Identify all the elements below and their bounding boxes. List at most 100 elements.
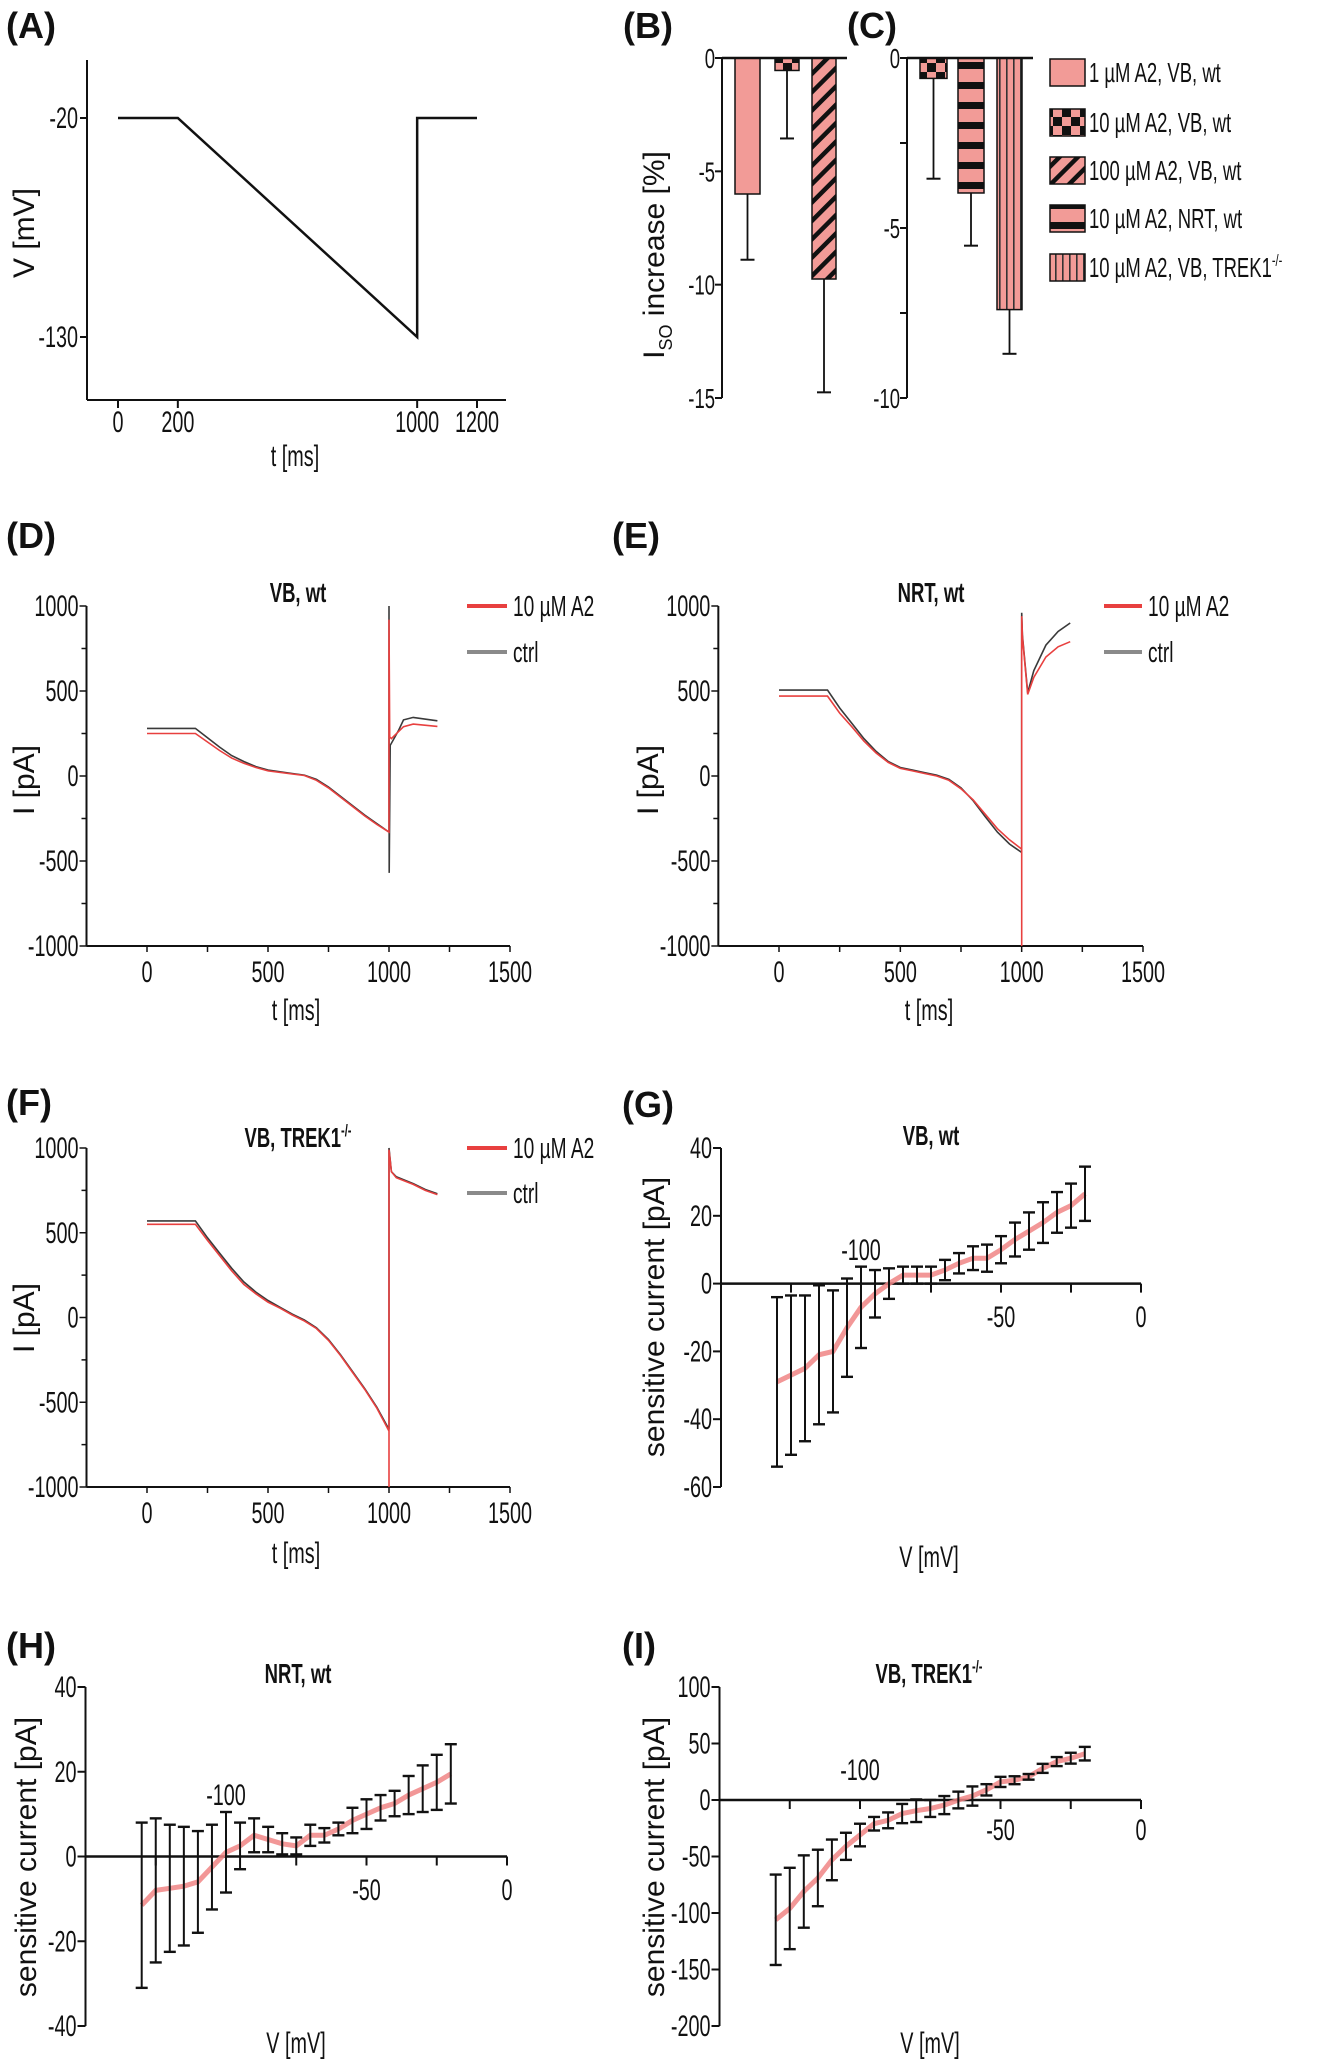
error-bar (205, 1823, 218, 1911)
y-tick-label: 100 (678, 1671, 711, 1704)
error-bar (839, 1831, 852, 1862)
error-bar (220, 1810, 232, 1894)
error-bar (304, 1823, 317, 1848)
x-tick-label: 200 (161, 406, 194, 439)
error-bar (135, 1821, 148, 1990)
error-bar (1079, 1165, 1091, 1223)
text-part: VB, TREK1 (876, 1658, 973, 1689)
panel-label: (C) (847, 5, 897, 46)
error-bar (1065, 1182, 1077, 1229)
x-tick-label: 0 (1136, 1301, 1147, 1334)
panel-h-iv-curve: (H) 40 20 0 -20 -40 -100 -50 0 NRT, wt V [mV] sensi… (6, 1625, 513, 2060)
trace-a2 (779, 616, 1071, 946)
error-bar (825, 1838, 838, 1882)
x-tick-label: -50 (986, 1814, 1015, 1847)
text-part: increase [%] (638, 151, 671, 324)
text-part: 100 µM A2, VB, wt (1089, 155, 1242, 186)
y-axis-label: I [pA] (8, 1283, 41, 1353)
error-bar (952, 1790, 965, 1810)
y-tick-label: 20 (55, 1756, 77, 1789)
error-bar (149, 1817, 162, 1964)
legend-label: 10 µM A2 (513, 1133, 594, 1165)
y-tick-label: -500 (671, 845, 711, 878)
text-part: VB, TREK1 (245, 1122, 342, 1153)
legend-item: ctrl (467, 637, 539, 669)
trace-ctrl (779, 612, 1071, 855)
x-tick-label: 1200 (455, 406, 499, 439)
x-tick-label: 1000 (1000, 956, 1044, 989)
error-bar (163, 1823, 176, 1954)
panel-label: (F) (6, 1082, 52, 1123)
x-tick-label: 500 (884, 956, 917, 989)
legend-item: 10 µM A2 (467, 591, 594, 623)
error-bar (1051, 1190, 1063, 1234)
error-bar (783, 1866, 796, 1951)
x-tick-label: -100 (840, 1754, 880, 1787)
y-tick-label: -500 (39, 845, 79, 878)
y-tick-label: -1000 (28, 1471, 79, 1504)
y-axis-label: I [pA] (632, 745, 665, 815)
error-bar (444, 1743, 457, 1805)
y-tick-label: -200 (671, 2010, 711, 2043)
legend-swatch-horizontal (1049, 204, 1086, 233)
panel-label: (G) (622, 1084, 674, 1125)
error-bar (276, 1831, 289, 1856)
error-bar (855, 1265, 867, 1350)
legend-item: ctrl (1104, 637, 1174, 669)
y-tick-label: 50 (689, 1728, 711, 1761)
panel-label: (B) (623, 5, 673, 46)
x-tick-label: 0 (113, 406, 124, 439)
x-tick-label: 0 (1136, 1814, 1147, 1847)
y-tick-label: -40 (683, 1403, 712, 1436)
y-tick-label: 0 (890, 43, 900, 74)
x-tick-label: 0 (502, 1874, 513, 1907)
panel-b-bar-chart: (B) 0 -5 -10 -15 ISO increase [%] (623, 5, 847, 414)
legend-swatch-vertical (1049, 253, 1086, 282)
error-bar (402, 1774, 415, 1816)
y-tick-label: 1000 (34, 590, 78, 623)
superscript: -/- (1272, 251, 1282, 270)
error-bar (925, 1265, 937, 1285)
error-bar (882, 1811, 895, 1830)
y-tick-label: 0 (68, 760, 79, 793)
chart-title: NRT, wt (898, 577, 965, 608)
legend-item: ctrl (467, 1178, 539, 1210)
error-bar (966, 1785, 979, 1807)
error-bar (1023, 1211, 1035, 1251)
error-bar (771, 1295, 783, 1468)
error-bar (797, 1854, 810, 1929)
legend-label: 1 µM A2, VB, wt (1089, 57, 1221, 88)
y-tick-label: 1000 (34, 1132, 78, 1165)
error-bar (967, 1245, 979, 1272)
error-bar (769, 1873, 782, 1967)
y-axis-label: V [mV] (8, 188, 41, 278)
legend-label: ctrl (1148, 637, 1174, 669)
text-part: VB, wt (270, 577, 327, 608)
superscript: -/- (341, 1121, 351, 1140)
text-part: 10 µM A2, VB, wt (1089, 107, 1231, 138)
panel-a-voltage-protocol: (A) -20 -130 0 200 1000 1200 t [ms] V [mV] (6, 5, 506, 473)
error-bar (854, 1822, 866, 1848)
x-axis-label: V [mV] (899, 1541, 958, 1574)
y-tick-label: -150 (671, 1954, 711, 1987)
chart-title: VB, TREK1-/- (876, 1657, 983, 1689)
y-tick-label: 0 (699, 760, 710, 793)
x-tick-label: -50 (987, 1301, 1016, 1334)
legend-item: 10 µM A2, VB, wt (1049, 107, 1231, 138)
legend-item: 10 µM A2, VB, TREK1-/- (1049, 251, 1282, 283)
x-tick-label: 1500 (488, 1497, 532, 1530)
x-tick-label: 1500 (1121, 956, 1165, 989)
bar-solid (734, 57, 761, 195)
error-bar (841, 1277, 853, 1379)
error-bar (910, 1798, 923, 1824)
x-tick-label: -100 (841, 1234, 881, 1267)
panel-label: (A) (6, 5, 56, 46)
y-tick-label: -1000 (28, 930, 79, 963)
error-bar (953, 1251, 965, 1275)
panel-f-current-traces: (F) -1000 -500 0 500 1000 0 500 1000 1500 VB, TREK… (6, 1082, 594, 1570)
y-tick-label: 0 (66, 1841, 77, 1874)
error-bar (994, 1775, 1007, 1789)
error-bar (939, 1258, 951, 1282)
error-bar (785, 1294, 797, 1456)
